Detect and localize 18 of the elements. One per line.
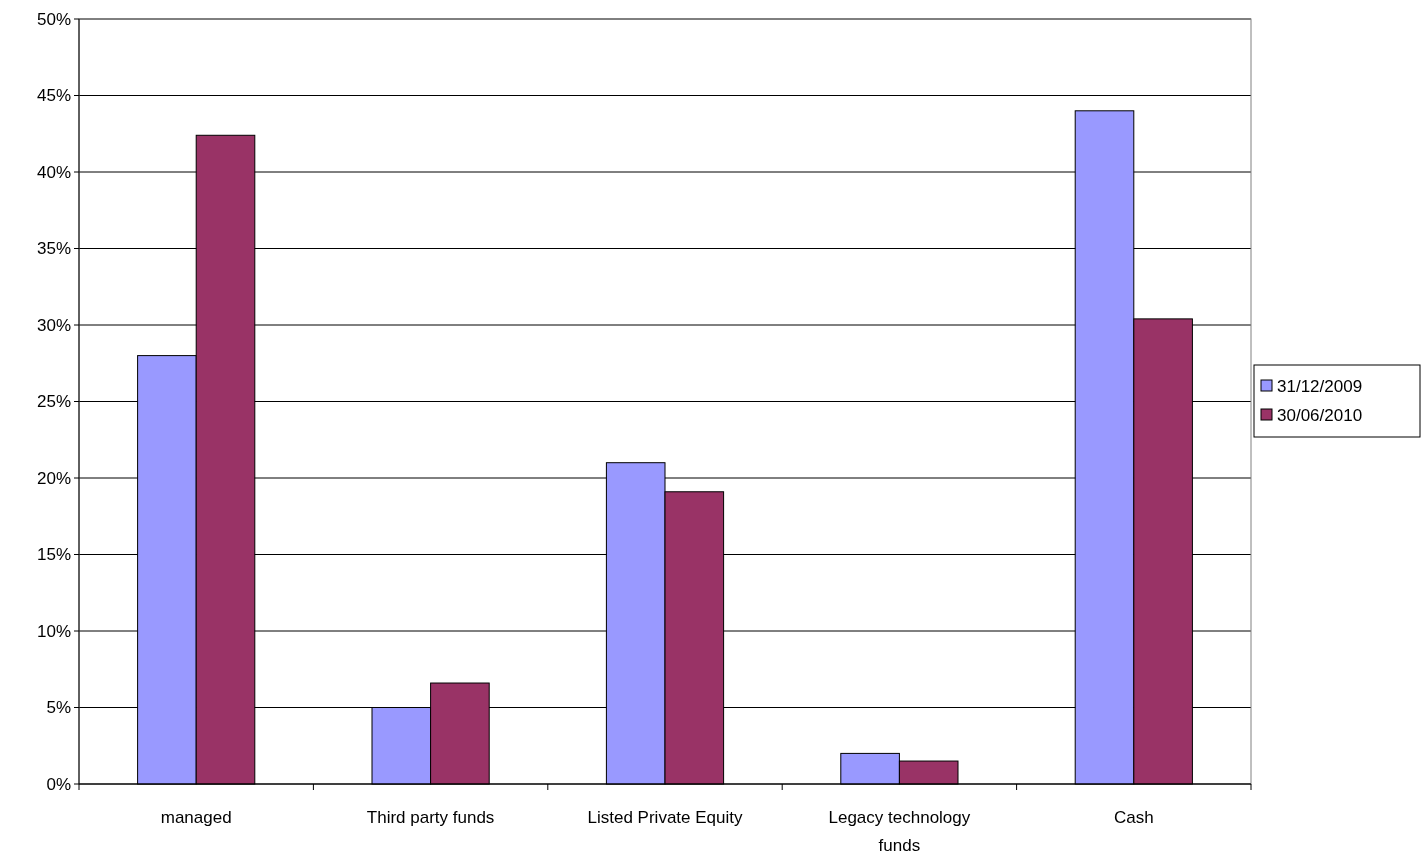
y-tick-label: 35% — [36, 239, 71, 259]
legend-label: 31/12/2009 — [1277, 376, 1363, 396]
y-tick-label: 20% — [36, 468, 71, 488]
legend-label: 30/06/2010 — [1277, 405, 1363, 425]
y-tick-label: 10% — [36, 621, 71, 641]
y-tick-label: 45% — [36, 86, 71, 106]
x-tick-label: managed — [160, 808, 232, 827]
y-tick-label: 50% — [36, 9, 71, 29]
y-tick-label: 40% — [36, 162, 71, 182]
y-tick-label: 25% — [36, 392, 71, 412]
y-tick-label: 15% — [36, 545, 71, 565]
y-tick-label: 0% — [46, 774, 71, 794]
x-tick-label: Cash — [1113, 808, 1154, 827]
x-tick-label: Legacy technology funds — [828, 808, 971, 855]
x-tick-label: Listed Private Equity — [587, 808, 743, 827]
y-tick-label: 30% — [36, 315, 71, 335]
x-tick-label: Third party funds — [366, 808, 495, 827]
y-tick-label: 5% — [46, 698, 71, 718]
